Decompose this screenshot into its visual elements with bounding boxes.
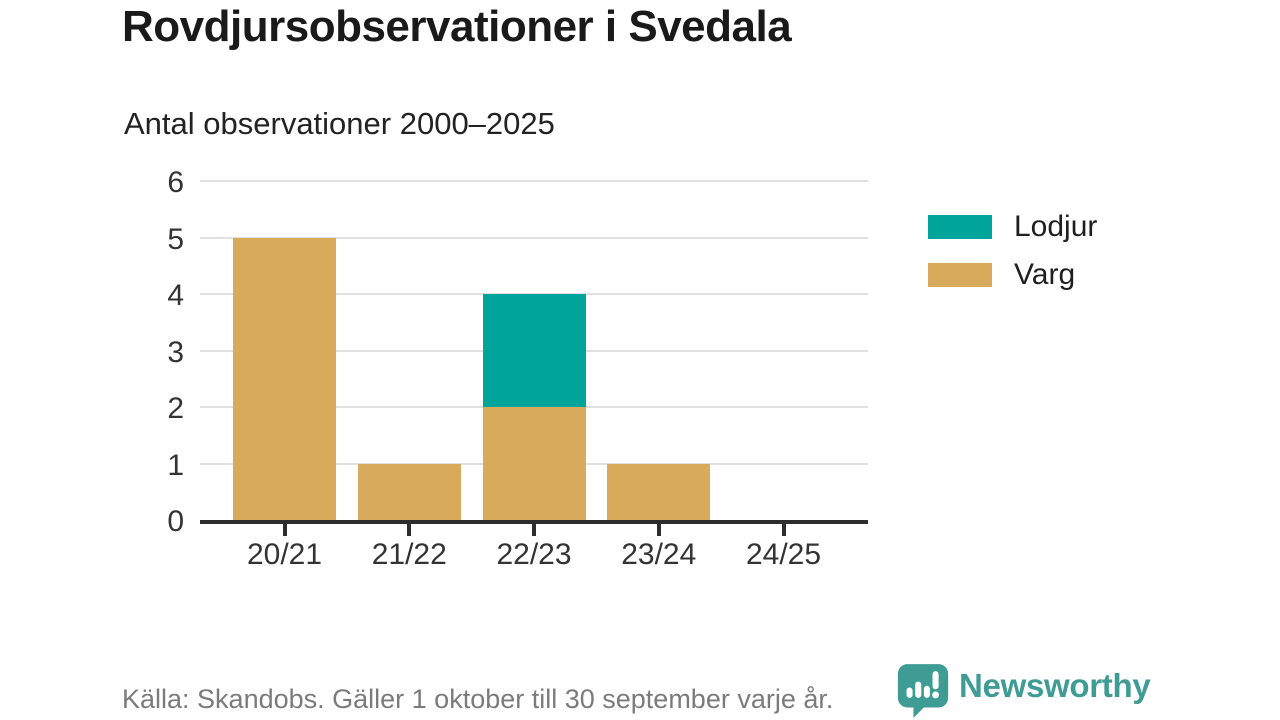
brand-name: Newsworthy bbox=[959, 667, 1151, 704]
lodjur-swatch bbox=[928, 215, 992, 239]
y-axis-label: 4 bbox=[167, 279, 184, 312]
bar-22/23 bbox=[482, 294, 586, 520]
x-axis-label: 22/23 bbox=[496, 538, 572, 571]
bar-20/21 bbox=[233, 237, 336, 520]
gridline-5 bbox=[200, 236, 868, 239]
newsworthy-bubble-icon bbox=[897, 664, 949, 718]
plot-area bbox=[200, 180, 868, 524]
chart-subtitle: Antal observationer 2000–2025 bbox=[124, 106, 555, 141]
source-note: Källa: Skandobs. Gäller 1 oktober till 3… bbox=[122, 684, 834, 714]
gridline-6 bbox=[200, 180, 868, 182]
newsworthy-logo: Newsworthy bbox=[897, 663, 1151, 719]
x-axis-label: 21/22 bbox=[371, 538, 447, 571]
legend-label-lodjur: Lodjur bbox=[1014, 210, 1098, 243]
x-axis-tick bbox=[407, 524, 412, 536]
y-axis-label: 3 bbox=[167, 335, 184, 369]
y-axis-label: 0 bbox=[167, 505, 184, 538]
legend-item-lodjur: Lodjur bbox=[928, 210, 1097, 244]
legend: Lodjur Varg bbox=[928, 210, 1097, 292]
x-axis-tick bbox=[282, 524, 287, 536]
y-axis-label: 2 bbox=[167, 392, 184, 425]
legend-item-varg: Varg bbox=[928, 258, 1097, 292]
y-axis-label: 1 bbox=[167, 448, 184, 482]
legend-label-varg: Varg bbox=[1014, 258, 1076, 291]
bar-segment-varg bbox=[233, 237, 336, 520]
bar-segment-varg bbox=[607, 463, 711, 520]
bar-segment-varg bbox=[482, 407, 586, 520]
x-axis-label: 23/24 bbox=[621, 538, 697, 571]
y-axis-label: 6 bbox=[167, 166, 184, 199]
bar-segment-lodjur bbox=[482, 294, 586, 407]
varg-swatch bbox=[928, 263, 992, 287]
bar-23/24 bbox=[607, 463, 711, 520]
x-axis-tick bbox=[781, 524, 786, 536]
x-axis-tick bbox=[656, 524, 661, 536]
chart-title: Rovdjursobservationer i Svedala bbox=[122, 2, 792, 51]
y-axis-label: 5 bbox=[167, 222, 184, 256]
x-axis-tick bbox=[532, 524, 536, 536]
x-axis-label: 24/25 bbox=[745, 538, 822, 571]
x-axis-label: 20/21 bbox=[246, 538, 323, 571]
bar-segment-varg bbox=[357, 463, 461, 520]
bar-21/22 bbox=[357, 463, 461, 520]
